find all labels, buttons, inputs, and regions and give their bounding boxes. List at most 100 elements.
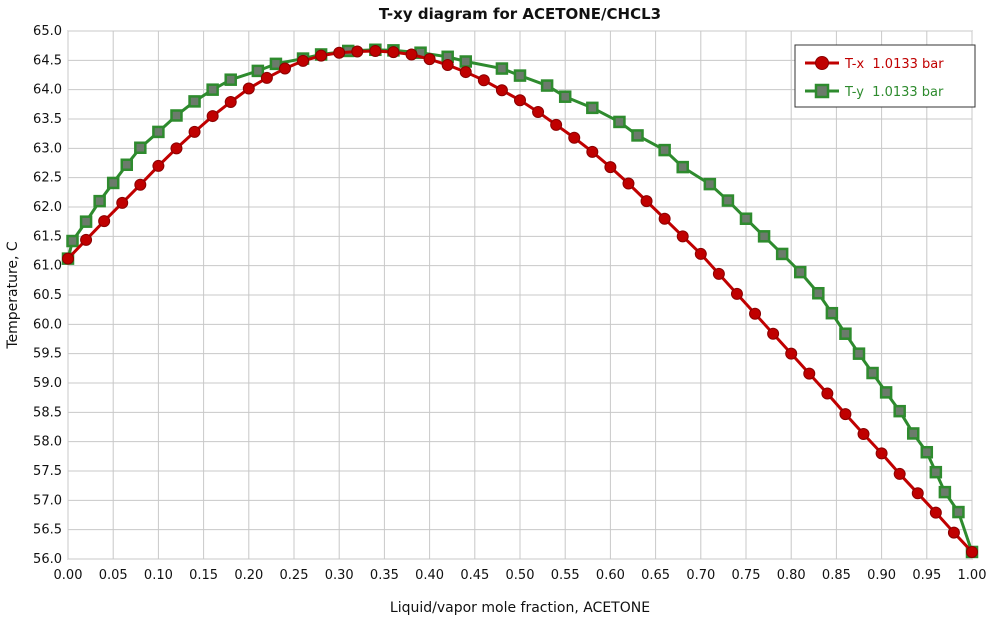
x-tick-label: 0.65 bbox=[641, 568, 670, 583]
data-point bbox=[812, 286, 825, 300]
y-axis-title: Temperature, C bbox=[5, 241, 21, 350]
x-tick-label: 0.25 bbox=[280, 568, 309, 583]
series-layer bbox=[61, 43, 979, 559]
data-point bbox=[251, 64, 265, 78]
data-point bbox=[857, 428, 870, 441]
data-point bbox=[703, 177, 717, 191]
data-point bbox=[423, 53, 436, 66]
y-tick-label: 62.0 bbox=[33, 200, 62, 215]
data-point bbox=[879, 386, 893, 399]
data-point bbox=[98, 215, 111, 228]
y-tick-label: 58.0 bbox=[33, 435, 62, 450]
data-point bbox=[134, 141, 147, 154]
legend-item: T-y 1.0133 bar bbox=[805, 83, 944, 100]
legend-label: T-x 1.0133 bar bbox=[844, 57, 944, 72]
data-point bbox=[920, 445, 934, 459]
data-point bbox=[106, 176, 120, 190]
data-point bbox=[459, 66, 472, 79]
x-tick-label: 0.50 bbox=[506, 568, 535, 583]
x-tick-label: 0.75 bbox=[732, 568, 761, 583]
x-tick-label: 0.40 bbox=[415, 568, 444, 583]
x-tick-label: 0.95 bbox=[912, 568, 941, 583]
data-point bbox=[785, 347, 798, 360]
y-tick-label: 59.5 bbox=[33, 347, 62, 362]
y-tick-label: 59.0 bbox=[33, 376, 62, 391]
y-tick-label: 61.5 bbox=[33, 229, 62, 244]
data-point bbox=[459, 55, 473, 68]
data-point bbox=[825, 306, 839, 320]
data-point bbox=[721, 194, 735, 207]
data-point bbox=[260, 71, 273, 84]
x-tick-label: 1.00 bbox=[958, 568, 987, 583]
data-point bbox=[206, 110, 219, 123]
x-tick-label: 0.20 bbox=[234, 568, 263, 583]
data-point bbox=[749, 307, 762, 320]
data-point bbox=[775, 247, 789, 261]
data-point bbox=[757, 230, 771, 243]
y-tick-label: 61.0 bbox=[33, 259, 62, 274]
data-point bbox=[62, 252, 74, 265]
data-point bbox=[938, 485, 952, 499]
x-tick-label: 0.90 bbox=[867, 568, 896, 583]
data-point bbox=[152, 125, 165, 139]
data-point bbox=[405, 48, 418, 61]
data-point bbox=[495, 84, 508, 97]
data-point bbox=[387, 46, 400, 59]
y-tick-label: 58.5 bbox=[33, 405, 62, 420]
data-point bbox=[79, 215, 93, 228]
data-point bbox=[558, 90, 572, 103]
legend-label: T-y 1.0133 bar bbox=[844, 85, 944, 100]
data-point bbox=[495, 62, 509, 75]
y-tick-label: 63.0 bbox=[33, 141, 62, 156]
x-tick-label: 0.00 bbox=[54, 568, 83, 583]
x-tick-label: 0.15 bbox=[189, 568, 218, 583]
y-tick-label: 57.0 bbox=[33, 493, 62, 508]
data-point bbox=[622, 177, 635, 190]
data-point bbox=[730, 287, 743, 300]
x-tick-label: 0.55 bbox=[551, 568, 580, 583]
data-point bbox=[676, 160, 689, 174]
data-point bbox=[640, 195, 653, 208]
data-point bbox=[134, 178, 147, 191]
data-point bbox=[120, 158, 134, 172]
data-point bbox=[658, 143, 671, 157]
data-point bbox=[66, 234, 79, 248]
y-tick-label: 62.5 bbox=[33, 171, 62, 186]
series-t-x bbox=[62, 44, 978, 558]
data-point bbox=[803, 367, 816, 380]
data-point bbox=[952, 505, 965, 519]
data-point bbox=[712, 267, 725, 280]
data-point bbox=[866, 366, 879, 380]
legend: T-x 1.0133 bar T-y 1.0133 bar bbox=[794, 44, 976, 108]
x-axis-title: Liquid/vapor mole fraction, ACETONE bbox=[390, 600, 650, 616]
x-tick-label: 0.10 bbox=[144, 568, 173, 583]
data-point bbox=[568, 131, 581, 144]
data-point bbox=[586, 101, 599, 115]
data-point bbox=[929, 506, 942, 519]
y-tick-label: 60.0 bbox=[33, 317, 62, 332]
data-point bbox=[839, 408, 852, 421]
y-tick-label: 64.5 bbox=[33, 53, 62, 68]
data-point bbox=[947, 526, 960, 539]
data-point bbox=[929, 465, 943, 479]
data-point bbox=[893, 467, 906, 480]
data-point bbox=[550, 118, 563, 131]
data-point bbox=[315, 49, 328, 62]
data-point bbox=[767, 327, 780, 340]
y-tick-label: 60.5 bbox=[33, 288, 62, 303]
data-point bbox=[333, 46, 346, 59]
x-tick-label: 0.60 bbox=[596, 568, 625, 583]
data-point bbox=[369, 44, 382, 57]
data-point bbox=[676, 230, 689, 243]
x-tick-label: 0.70 bbox=[686, 568, 715, 583]
data-point bbox=[586, 145, 599, 158]
y-tick-label: 63.5 bbox=[33, 112, 62, 127]
data-point bbox=[278, 62, 291, 75]
tick-label-layer: 0.00 0.05 0.10 0.15 0.20 0.25 0.30 0.35 0.40 0.45… bbox=[33, 24, 986, 583]
data-point bbox=[170, 142, 183, 155]
y-tick-label: 64.0 bbox=[33, 83, 62, 98]
data-point bbox=[911, 487, 924, 500]
y-tick-label: 57.5 bbox=[33, 464, 62, 479]
data-point bbox=[906, 427, 920, 440]
